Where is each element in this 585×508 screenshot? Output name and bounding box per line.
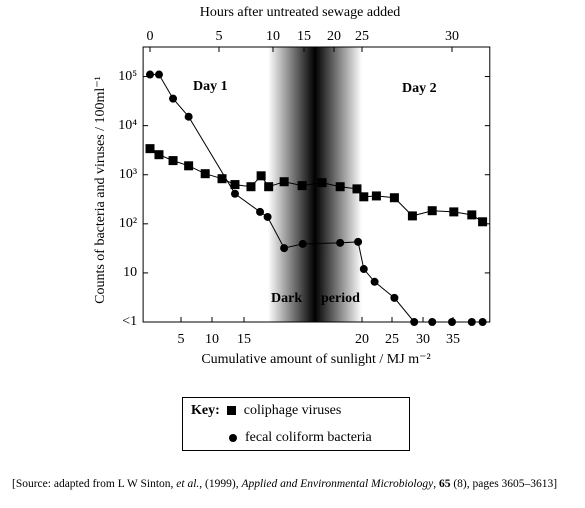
legend-row: fecal coliform bacteria <box>229 428 372 448</box>
source-text: , <box>433 478 439 490</box>
data-point <box>407 211 417 221</box>
source-text: et al. <box>176 478 200 490</box>
data-point <box>154 70 163 79</box>
data-point <box>263 212 272 221</box>
data-point <box>146 70 154 79</box>
x-tick-label: 5 <box>178 332 185 347</box>
data-point <box>359 192 369 202</box>
data-point <box>354 237 363 246</box>
legend: Key: coliphage viruses fecal coliform ba… <box>182 397 410 451</box>
source-text: 65 <box>438 478 451 490</box>
y-tick-label: 10 <box>123 265 137 280</box>
data-point <box>427 206 437 216</box>
data-point <box>169 94 178 103</box>
source-text: (8), pages 3605–3613] <box>450 478 558 490</box>
top-tick-label: 15 <box>297 29 311 44</box>
data-point <box>279 177 289 187</box>
y-tick-label: 10⁴ <box>118 118 137 133</box>
data-point <box>184 112 193 121</box>
plot-frame <box>142 46 491 323</box>
data-point <box>335 182 345 192</box>
data-point <box>297 181 307 191</box>
annotation: Day 2 <box>402 81 437 96</box>
y-tick-label: 10² <box>119 216 137 231</box>
data-point <box>371 191 381 201</box>
top-tick-label: 20 <box>327 29 341 44</box>
data-point <box>298 239 307 248</box>
annotation: Dark <box>271 291 302 306</box>
annotation: Day 1 <box>193 79 228 94</box>
data-point <box>352 184 362 194</box>
x-tick-label: 10 <box>205 332 219 347</box>
data-point <box>256 171 266 181</box>
data-point <box>264 182 274 192</box>
x-tick-label: 30 <box>416 332 430 347</box>
data-point <box>448 318 456 326</box>
x-tick-label: 25 <box>385 332 399 347</box>
legend-circle <box>229 433 237 442</box>
data-point <box>317 178 327 188</box>
top-tick-label: 0 <box>147 29 154 44</box>
top-tick-label: 30 <box>445 29 459 44</box>
top-axis-title: Hours after untreated sewage added <box>200 5 401 20</box>
top-tick-label: 10 <box>266 29 280 44</box>
data-point <box>478 318 487 326</box>
data-point <box>467 318 476 326</box>
y-tick-label: 10⁵ <box>118 69 137 84</box>
data-point <box>246 182 256 192</box>
data-point <box>478 217 488 227</box>
data-point <box>467 210 477 220</box>
y-tick-label: <1 <box>122 314 137 329</box>
data-point <box>389 193 399 203</box>
x-tick-label: 20 <box>355 332 369 347</box>
data-point <box>428 318 437 326</box>
annotation: period <box>321 291 360 306</box>
data-point <box>200 169 210 179</box>
legend-square <box>226 406 236 416</box>
data-point <box>336 238 345 247</box>
legend-title: Key: <box>191 403 220 418</box>
data-point <box>359 265 368 274</box>
data-point <box>230 180 240 190</box>
chart: Hours after untreated sewage added Cumul… <box>93 5 491 367</box>
data-point <box>184 161 194 171</box>
source-text: [Source: adapted from L W Sinton, <box>12 478 177 490</box>
y-tick-label: 10³ <box>119 167 137 182</box>
data-point <box>256 207 265 216</box>
data-point <box>154 150 164 160</box>
source: [Source: adapted from L W Sinton, et al.… <box>12 478 557 490</box>
legend-label: fecal coliform bacteria <box>245 430 372 445</box>
data-point <box>390 293 399 302</box>
data-point <box>217 174 227 184</box>
data-point <box>145 144 155 154</box>
x-axis-title: Cumulative amount of sunlight / MJ m⁻² <box>201 352 430 367</box>
legend-label: coliphage viruses <box>243 403 342 418</box>
data-point <box>230 189 239 198</box>
legend-row: Key: coliphage viruses <box>191 401 341 421</box>
data-point <box>449 207 459 217</box>
y-axis-title: Counts of bacteria and viruses / 100ml⁻¹ <box>93 76 108 304</box>
data-point <box>370 277 379 286</box>
source-text: , (1999), <box>199 478 242 490</box>
data-point <box>410 318 419 326</box>
top-tick-label: 25 <box>355 29 369 44</box>
x-tick-label: 35 <box>446 332 460 347</box>
top-tick-label: 5 <box>216 29 223 44</box>
data-point <box>168 156 178 166</box>
data-point <box>280 244 289 253</box>
source-text: Applied and Environmental Microbiology <box>241 478 434 490</box>
x-tick-label: 15 <box>237 332 251 347</box>
